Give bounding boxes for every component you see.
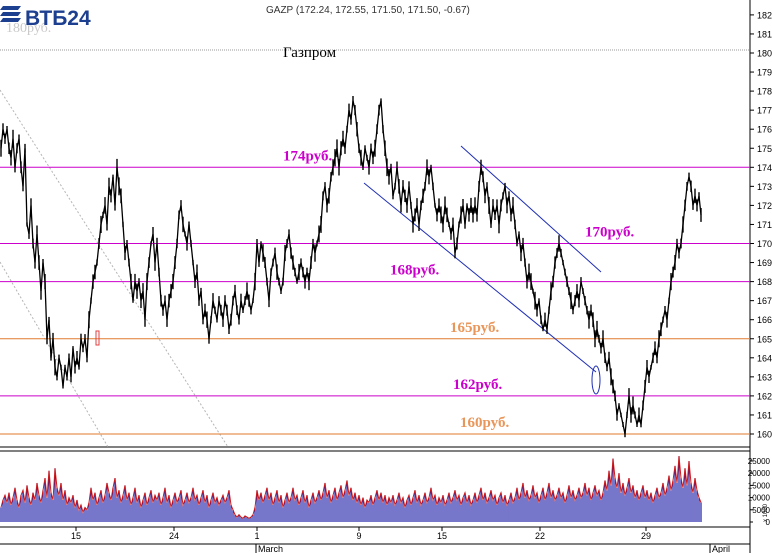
price-tick-label: 177 xyxy=(757,106,772,116)
date-tick-label: 22 xyxy=(535,531,545,541)
channel-lower-line xyxy=(363,182,597,373)
month-label-april: April xyxy=(712,544,730,553)
price-tick-label: 179 xyxy=(757,68,772,78)
highlight-ellipse xyxy=(591,365,601,395)
date-tick-label: 29 xyxy=(641,531,651,541)
volume-unit: x 1000 xyxy=(763,503,769,522)
price-tick-label: 175 xyxy=(757,144,772,154)
price-tick-label: 168 xyxy=(757,277,772,287)
volume-envelope xyxy=(0,456,702,519)
price-tick-label: 161 xyxy=(757,410,772,420)
vtb-stripes-logo xyxy=(0,6,21,22)
price-tick-label: 180 xyxy=(757,49,772,59)
price-tick-label: 174 xyxy=(757,163,772,173)
price-series xyxy=(0,96,702,438)
price-tick-label: 166 xyxy=(757,315,772,325)
price-tick-label: 160 xyxy=(757,430,772,440)
level-label-170: 170руб. xyxy=(585,225,634,241)
price-tick-label: 170 xyxy=(757,239,772,249)
price-close-path xyxy=(0,100,702,435)
price-axis: 160 161 162 163 164 165 166 167 168 169 170 171 172 1… xyxy=(750,10,772,440)
price-tick-label: 167 xyxy=(757,296,772,306)
volume-tick-label: 15000 xyxy=(748,481,771,490)
price-tick-label: 182 xyxy=(757,10,772,20)
brand-name: ВТБ24 xyxy=(25,7,91,30)
date-tick-label: 15 xyxy=(437,531,447,541)
price-level-labels: 174руб. 170руб. 168руб. 165руб. 162руб. 160ру… xyxy=(283,148,634,431)
volume-tick-label: 20000 xyxy=(748,469,771,478)
volume-tick-label: 10000 xyxy=(748,494,771,503)
price-tick-label: 172 xyxy=(757,201,772,211)
volume-tick-label: 0 xyxy=(766,518,771,527)
price-tick-label: 176 xyxy=(757,125,772,135)
date-tick-label: 15 xyxy=(71,531,81,541)
date-tick-label: 9 xyxy=(356,531,361,541)
price-tick-label: 162 xyxy=(757,391,772,401)
price-tick-label: 163 xyxy=(757,372,772,382)
volume-tick-label: 5000 xyxy=(752,506,770,515)
channel-upper-line xyxy=(460,145,602,273)
date-tick-label: 24 xyxy=(169,531,179,541)
price-tick-label: 169 xyxy=(757,258,772,268)
level-label-174: 174руб. xyxy=(283,148,332,164)
volume-axis: 0 5000 10000 15000 20000 25000 xyxy=(748,457,771,527)
price-tick-label: 173 xyxy=(757,182,772,192)
ticker-line: GAZP (172.24, 172.55, 171.50, 171.50, -0… xyxy=(266,5,470,16)
highlight-box xyxy=(95,330,100,346)
date-tick-label: 1 xyxy=(254,531,259,541)
price-tick-label: 164 xyxy=(757,353,772,363)
faded-price-label: 180руб. xyxy=(6,21,51,36)
chart-title: Газпром xyxy=(283,45,337,61)
date-axis: 15 24 1 9 15 22 29 xyxy=(71,527,651,541)
price-tick-label: 178 xyxy=(757,87,772,97)
volume-series xyxy=(0,456,702,522)
level-label-168: 168руб. xyxy=(390,263,439,279)
level-label-165: 165руб. xyxy=(450,320,499,336)
month-label-march: March xyxy=(258,544,283,553)
price-tick-label: 181 xyxy=(757,29,772,39)
level-label-162: 162руб. xyxy=(453,377,502,393)
level-label-160: 160руб. xyxy=(460,415,509,431)
price-tick-label: 165 xyxy=(757,334,772,344)
price-tick-label: 171 xyxy=(757,220,772,230)
volume-tick-label: 25000 xyxy=(748,457,771,466)
